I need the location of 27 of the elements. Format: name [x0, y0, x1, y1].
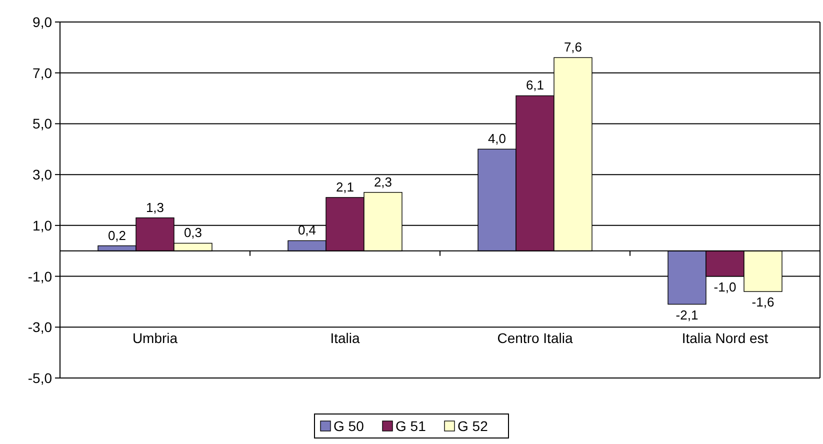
data-label: 1,3: [146, 200, 164, 215]
x-tick-label: Centro Italia: [497, 330, 573, 346]
data-label: 2,3: [374, 174, 392, 190]
x-tick-label: Italia: [330, 330, 360, 346]
x-tick-label: Italia Nord est: [682, 330, 768, 346]
data-label: -1,6: [752, 294, 774, 310]
legend-label: G 52: [458, 418, 488, 434]
y-tick-label: -1,0: [28, 268, 52, 284]
data-label: 7,6: [564, 40, 582, 55]
data-label: 0,4: [298, 222, 316, 238]
data-label: 2,1: [336, 179, 354, 194]
data-label: 0,2: [108, 228, 126, 243]
y-tick-label: 7,0: [32, 64, 52, 81]
y-tick-label: 3,0: [32, 166, 52, 183]
y-tick-label: 5,0: [32, 116, 52, 132]
data-label: 4,0: [488, 131, 506, 146]
y-tick-label: -5,0: [28, 370, 52, 386]
data-label: 6,1: [526, 78, 544, 93]
x-tick-label: Umbria: [132, 330, 178, 346]
data-label: 0,3: [184, 225, 202, 240]
data-label: -1,0: [714, 279, 736, 294]
y-tick-label: 9,0: [32, 14, 52, 30]
legend-label: G 51: [396, 418, 426, 434]
y-tick-label: 1,0: [32, 217, 52, 234]
y-tick-label: -3,0: [28, 319, 52, 336]
data-label: -2,1: [676, 307, 698, 322]
legend-label: G 50: [334, 418, 364, 434]
